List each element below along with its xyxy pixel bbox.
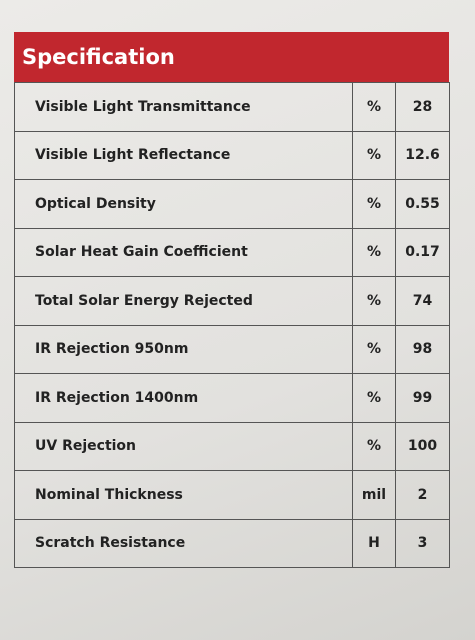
property-name: Solar Heat Gain Coefficient	[14, 227, 353, 277]
unit: %	[352, 130, 396, 180]
unit: %	[352, 82, 396, 132]
value: 98	[395, 324, 450, 374]
unit: %	[352, 179, 396, 229]
property-name: Total Solar Energy Rejected	[14, 276, 353, 326]
table-row: IR Rejection 1400nm% 99	[14, 373, 450, 423]
table-row: IR Rejection 950nm% 98	[14, 324, 450, 374]
unit: %	[352, 227, 396, 277]
table-row: Nominal Thickness mil 2	[14, 470, 450, 520]
value: 74	[395, 276, 450, 326]
table-row: Visible Light Transmittance% 28	[14, 82, 450, 132]
property-name: Nominal Thickness	[14, 470, 353, 520]
table-row: Total Solar Energy Rejected% 74	[14, 276, 450, 326]
value: 0.17	[395, 227, 450, 277]
unit: H	[352, 518, 396, 568]
value: 3	[395, 518, 450, 568]
property-name: Visible Light Reflectance	[14, 130, 353, 180]
table-row: Optical Density% 0.55	[14, 179, 450, 229]
table-row: Solar Heat Gain Coefficient% 0.17	[14, 227, 450, 277]
spec-table: Specification Visible Light Transmittanc…	[14, 32, 450, 568]
property-name: IR Rejection 950nm	[14, 324, 353, 374]
unit: mil	[352, 470, 396, 520]
property-name: Optical Density	[14, 179, 353, 229]
unit: %	[352, 373, 396, 423]
unit: %	[352, 276, 396, 326]
table-row: UV Rejection% 100	[14, 421, 450, 471]
value: 12.6	[395, 130, 450, 180]
value: 0.55	[395, 179, 450, 229]
property-name: IR Rejection 1400nm	[14, 373, 353, 423]
value: 28	[395, 82, 450, 132]
unit: %	[352, 324, 396, 374]
table: Visible Light Transmittance% 28 Visible Li…	[14, 82, 450, 568]
table-row: Visible Light Reflectance% 12.6	[14, 130, 450, 180]
property-name: UV Rejection	[14, 421, 353, 471]
value: 100	[395, 421, 450, 471]
value: 99	[395, 373, 450, 423]
property-name: Visible Light Transmittance	[14, 82, 353, 132]
unit: %	[352, 421, 396, 471]
property-name: Scratch Resistance	[14, 518, 353, 568]
table-title: Specification	[14, 32, 449, 82]
value: 2	[395, 470, 450, 520]
table-row: Scratch Resistance H 3	[14, 518, 450, 568]
